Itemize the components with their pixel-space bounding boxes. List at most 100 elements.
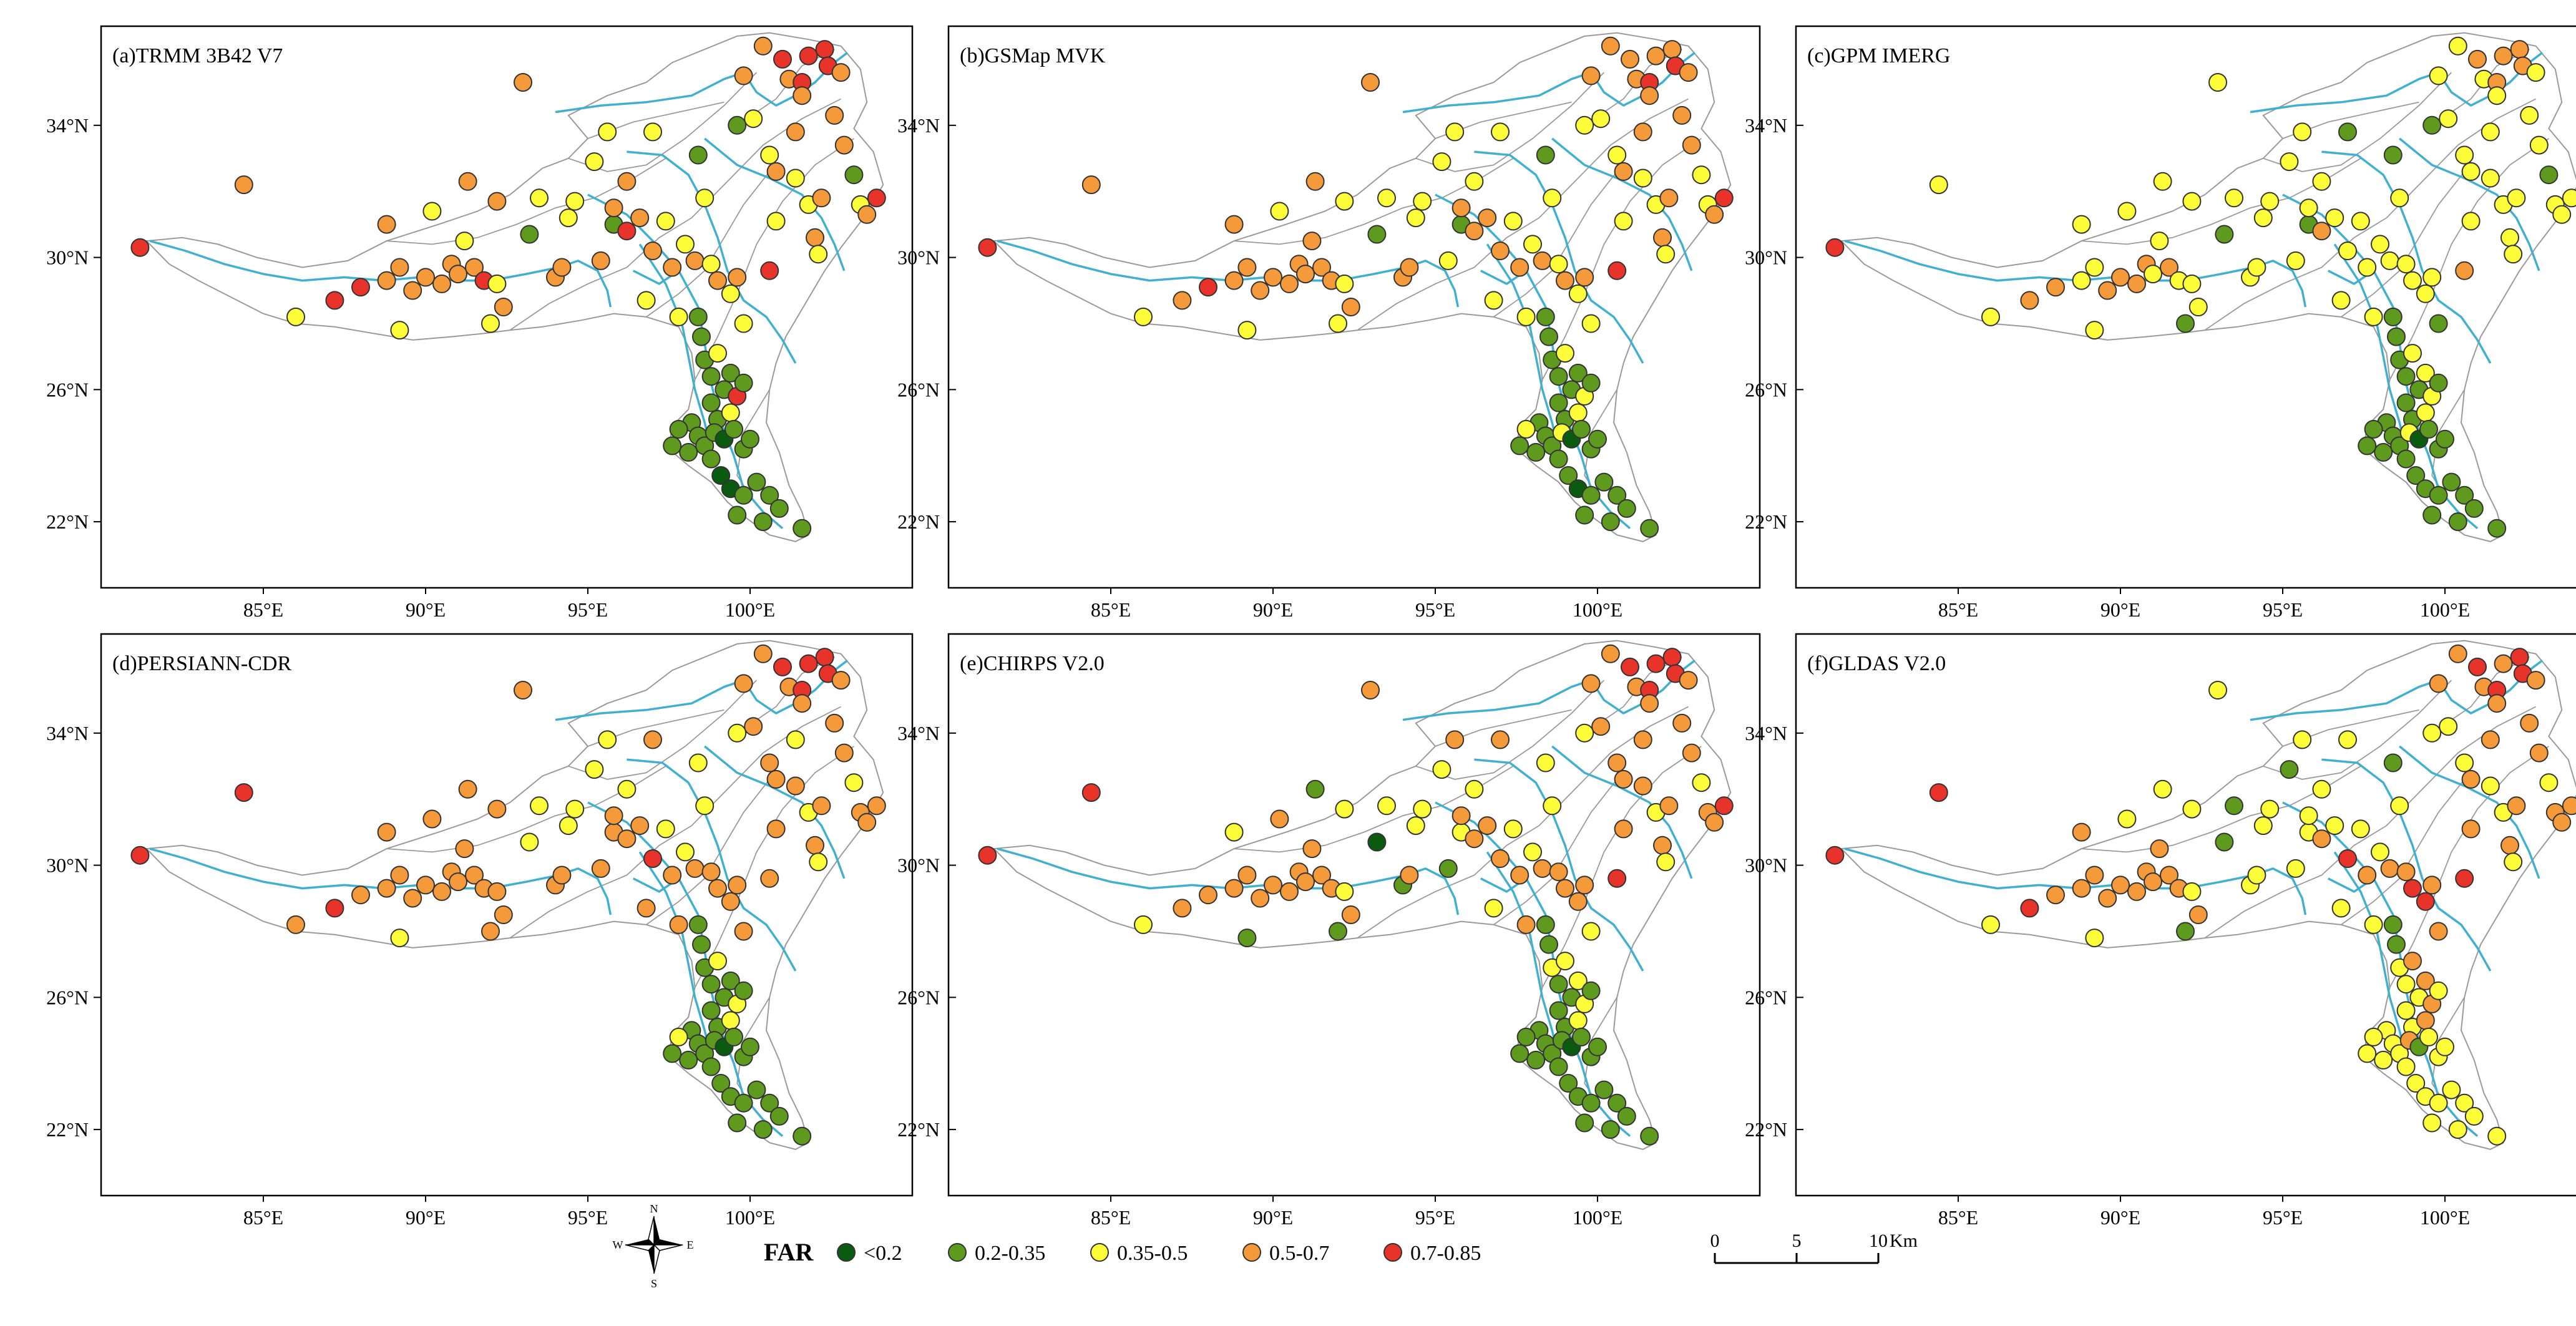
station-marker xyxy=(2160,865,2178,885)
lon-tick-label: 100°E xyxy=(725,598,775,621)
station-marker xyxy=(1510,258,1530,277)
station-marker xyxy=(1608,145,1627,165)
legend-swatch xyxy=(837,1243,856,1262)
station-marker xyxy=(2299,198,2318,218)
legend-swatch xyxy=(1242,1243,1261,1262)
station-marker xyxy=(2280,760,2299,779)
station-marker xyxy=(753,36,773,56)
station-marker xyxy=(377,879,396,898)
station-marker xyxy=(1633,776,1652,796)
station-marker xyxy=(1516,307,1536,326)
station-marker xyxy=(1692,773,1711,792)
sub-basin-boundary xyxy=(2341,779,2465,925)
station-marker xyxy=(2529,743,2549,763)
lon-tick-label: 95°E xyxy=(2263,1206,2303,1229)
station-marker xyxy=(494,905,513,924)
station-marker xyxy=(2494,46,2513,66)
station-marker xyxy=(2500,836,2519,855)
station-marker xyxy=(1640,86,1659,105)
station-marker xyxy=(494,298,513,316)
station-marker xyxy=(793,86,812,105)
station-marker xyxy=(487,274,507,293)
station-marker xyxy=(1251,281,1270,300)
panel-frame xyxy=(1795,25,2576,589)
station-marker xyxy=(1640,694,1659,713)
station-marker xyxy=(2072,271,2091,290)
station-marker xyxy=(422,202,442,221)
lat-tick-label: 22°N xyxy=(46,510,89,533)
station-marker xyxy=(2464,1106,2484,1126)
station-marker xyxy=(2481,168,2500,188)
station-marker xyxy=(2487,519,2507,538)
station-marker xyxy=(1432,152,1451,172)
river-line xyxy=(1551,745,1693,879)
station-marker xyxy=(2403,879,2422,898)
station-marker xyxy=(1539,935,1558,954)
station-marker xyxy=(1621,657,1639,676)
station-marker xyxy=(2046,278,2065,297)
station-marker xyxy=(1491,849,1510,868)
station-marker xyxy=(2331,291,2351,310)
station-marker xyxy=(1825,846,1845,865)
sub-basin-boundary xyxy=(568,680,758,780)
station-marker xyxy=(1335,882,1354,901)
river-line xyxy=(2321,150,2492,364)
lat-tick-label: 30°N xyxy=(46,246,89,269)
lon-tick-label: 85°E xyxy=(1938,598,1978,621)
station-marker xyxy=(1981,915,2000,934)
station-marker xyxy=(1465,829,1484,849)
station-marker xyxy=(701,393,721,412)
station-marker xyxy=(2455,261,2474,280)
station-marker xyxy=(2390,188,2409,208)
station-marker xyxy=(1929,175,1948,195)
lat-tick-label: 30°N xyxy=(1745,854,1787,877)
station-marker xyxy=(130,846,150,865)
station-marker xyxy=(724,419,743,439)
station-marker xyxy=(1981,307,2000,326)
station-marker xyxy=(1581,314,1601,333)
station-marker xyxy=(403,889,422,908)
station-marker xyxy=(1491,730,1510,749)
station-marker xyxy=(1329,922,1347,941)
station-marker xyxy=(377,271,396,290)
station-marker xyxy=(2215,225,2234,244)
station-marker xyxy=(1465,222,1484,241)
station-marker xyxy=(1653,836,1672,855)
station-marker xyxy=(2127,274,2146,293)
station-marker xyxy=(1484,291,1503,310)
station-marker xyxy=(753,512,773,532)
lat-tick-label: 26°N xyxy=(46,378,89,401)
station-marker xyxy=(630,816,650,836)
map-panel-b: (b)GSMap MVK 34°N 30°N 26°N 22°N 85°E 90°E 95°E… xyxy=(897,25,1761,621)
station-marker xyxy=(766,162,786,181)
station-marker xyxy=(1581,981,1601,1000)
station-marker xyxy=(2403,271,2422,290)
station-marker xyxy=(2374,442,2393,462)
station-marker xyxy=(724,1027,743,1046)
station-marker xyxy=(1679,671,1698,690)
station-marker xyxy=(2403,344,2422,363)
station-marker xyxy=(1510,1044,1530,1063)
station-marker xyxy=(1594,1080,1614,1099)
station-marker xyxy=(2396,393,2416,412)
legend-label: 0.7-0.85 xyxy=(1410,1242,1481,1265)
station-marker xyxy=(643,849,662,868)
station-marker xyxy=(708,344,727,363)
lat-tick-label: 34°N xyxy=(897,722,940,744)
station-marker xyxy=(416,268,435,287)
lon-tick-label: 100°E xyxy=(2420,1206,2470,1229)
station-marker xyxy=(2429,674,2448,693)
lat-tick-label: 22°N xyxy=(46,1118,89,1141)
station-marker xyxy=(2468,49,2487,69)
station-marker xyxy=(2396,449,2416,469)
station-marker xyxy=(432,882,451,901)
station-marker xyxy=(760,869,779,888)
station-marker xyxy=(2358,436,2377,456)
lon-tick-label: 90°E xyxy=(1253,598,1293,621)
river-line xyxy=(2399,745,2540,879)
station-marker xyxy=(2072,822,2091,842)
station-marker xyxy=(1451,806,1471,826)
station-marker xyxy=(2374,1050,2393,1070)
station-marker xyxy=(2144,872,2162,892)
station-marker xyxy=(1237,258,1257,277)
